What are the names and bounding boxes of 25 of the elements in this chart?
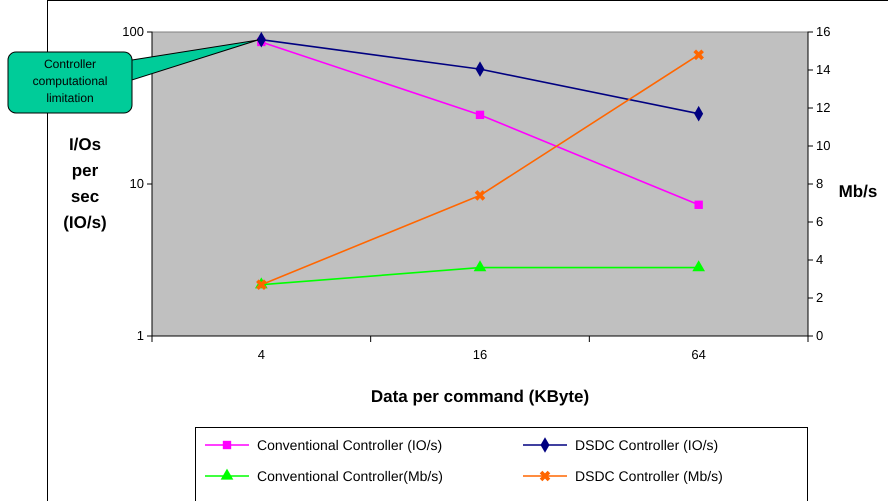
x-axis-title: Data per command (KByte): [370, 387, 590, 406]
legend-label: DSDC Controller (IO/s): [575, 437, 718, 453]
y2-tick-label: 12: [816, 100, 830, 116]
x-tick-label: 64: [691, 347, 706, 362]
y2-tick-label: 10: [816, 138, 830, 154]
y2-tick-label: 6: [816, 214, 824, 230]
x-tick-label: 4: [258, 347, 265, 362]
y-tick-label: 100: [122, 24, 144, 40]
legend-label: DSDC Controller (Mb/s): [575, 468, 723, 484]
y-tick-label: 10: [130, 176, 144, 192]
text: Controller computational limitation: [32, 57, 108, 105]
legend-label: Conventional Controller(Mb/s): [257, 468, 443, 484]
point: [476, 110, 484, 120]
y2-tick-label: 2: [816, 290, 824, 306]
y2-tick-label: 0: [816, 328, 824, 344]
y2-tick-label: 4: [816, 252, 824, 268]
y-tick-label: 1: [136, 328, 144, 344]
y2-tick-label: 16: [816, 24, 830, 40]
legend-label: Conventional Controller (IO/s): [257, 437, 442, 453]
y2-tick-label: 8: [816, 176, 824, 192]
point: [694, 200, 703, 209]
y-axis-title: I/Os per sec (IO/s): [63, 135, 107, 232]
x-tick-label: 16: [472, 347, 488, 362]
y2-axis-title: Mb/s: [838, 182, 878, 201]
y2-tick-label: 14: [816, 62, 830, 78]
